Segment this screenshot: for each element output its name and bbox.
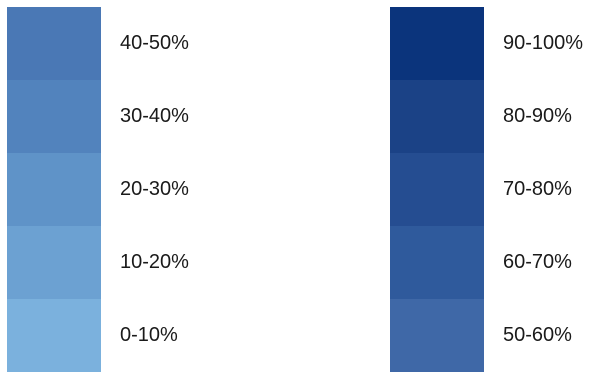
legend-item: 20-30% <box>7 153 237 226</box>
legend-label: 60-70% <box>503 251 572 273</box>
legend-item: 50-60% <box>390 299 605 372</box>
legend-right-column: 90-100% 80-90% 70-80% 60-70% 50-60% <box>390 7 605 372</box>
color-swatch <box>7 80 101 153</box>
legend-label: 50-60% <box>503 324 572 346</box>
legend-label: 20-30% <box>120 178 189 200</box>
legend-item: 60-70% <box>390 226 605 299</box>
color-swatch <box>7 7 101 80</box>
legend-item: 40-50% <box>7 7 237 80</box>
legend-item: 90-100% <box>390 7 605 80</box>
legend-item: 0-10% <box>7 299 237 372</box>
color-swatch <box>7 153 101 226</box>
legend-label: 30-40% <box>120 105 189 127</box>
color-swatch <box>390 226 484 299</box>
legend-label: 90-100% <box>503 32 584 54</box>
color-swatch <box>390 80 484 153</box>
color-swatch <box>390 153 484 226</box>
color-swatch <box>7 299 101 372</box>
legend-item: 70-80% <box>390 153 605 226</box>
legend-label: 80-90% <box>503 105 572 127</box>
legend-item: 30-40% <box>7 80 237 153</box>
legend-label: 40-50% <box>120 32 189 54</box>
legend-label: 10-20% <box>120 251 189 273</box>
legend-item: 80-90% <box>390 80 605 153</box>
legend-item: 10-20% <box>7 226 237 299</box>
legend-label: 0-10% <box>120 324 178 346</box>
color-swatch <box>390 299 484 372</box>
color-swatch <box>390 7 484 80</box>
legend-label: 70-80% <box>503 178 572 200</box>
color-swatch <box>7 226 101 299</box>
legend-left-column: 40-50% 30-40% 20-30% 10-20% 0-10% <box>7 7 237 372</box>
